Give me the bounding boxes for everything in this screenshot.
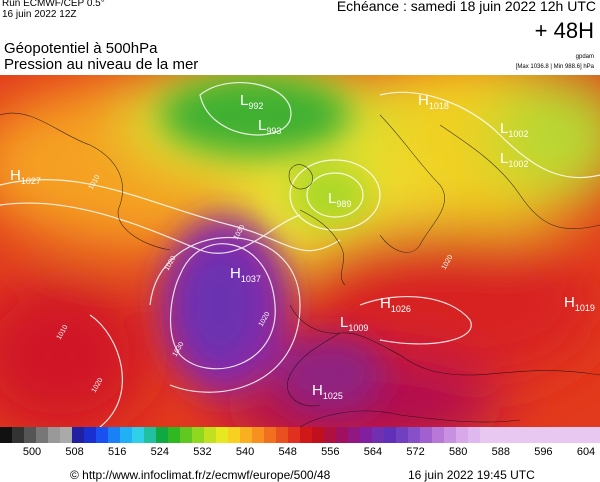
center-type: H: [230, 265, 241, 282]
colorbar-tick-label: 596: [534, 446, 553, 458]
pressure-center: L993: [258, 117, 281, 136]
colorbar: [0, 427, 600, 443]
pressure-centers: L992L993H1027L989H1037H1026L1009H1025H10…: [10, 92, 595, 401]
center-value: 1025: [323, 391, 343, 401]
pressure-center: L1009: [340, 314, 368, 333]
center-type: L: [500, 150, 508, 167]
run-label: Run ECMWF/CEP 0.5°: [2, 0, 105, 9]
colorbar-tick-label: 540: [235, 446, 255, 458]
colorbar-tick-label: 516: [108, 446, 127, 458]
title-2: Pression au niveau de la mer: [4, 56, 199, 73]
pressure-center: L1002: [500, 120, 528, 139]
pressure-center: L992: [240, 92, 263, 111]
colorbar-tick-label: 564: [363, 446, 383, 458]
center-type: H: [380, 295, 391, 312]
center-value: 1037: [241, 274, 261, 284]
pressure-center: H1026: [380, 295, 411, 314]
center-type: L: [240, 92, 248, 109]
pressure-center: L989: [328, 190, 351, 209]
center-value: 1002: [508, 159, 528, 169]
center-type: L: [340, 314, 348, 331]
center-value: 992: [248, 101, 263, 111]
coastlines: [0, 112, 600, 427]
center-value: 1027: [21, 176, 41, 186]
colorbar-tick-label: 548: [278, 446, 297, 458]
field-core: [160, 75, 385, 415]
center-value: 1019: [575, 303, 595, 313]
center-value: 993: [266, 126, 281, 136]
lead-time: + 48H: [534, 18, 594, 43]
center-value: 1026: [391, 304, 411, 314]
title-1: Géopotentiel à 500hPa: [4, 40, 158, 57]
run-date: 16 juin 2022 12Z: [2, 9, 77, 20]
center-type: L: [500, 120, 508, 137]
center-type: H: [564, 294, 575, 311]
colorbar-tick-label: 572: [406, 446, 425, 458]
colorbar-tick-label: 588: [491, 446, 510, 458]
center-value: 1002: [508, 129, 528, 139]
colorbar-tick-label: 604: [576, 446, 596, 458]
echeance: Echéance : samedi 18 juin 2022 12h UTC: [336, 0, 596, 14]
footer-url[interactable]: © http://www.infoclimat.fr/z/ecmwf/europ…: [70, 468, 331, 482]
center-type: H: [312, 382, 323, 399]
unit: gpdam: [575, 54, 594, 60]
footer-date: 16 juin 2022 19:45 UTC: [408, 468, 535, 482]
colorbar-tick-label: 580: [448, 446, 468, 458]
center-value: 1018: [429, 101, 449, 111]
pressure-center: H1018: [418, 92, 449, 111]
center-type: L: [328, 190, 336, 207]
pressure-center: H1027: [10, 167, 41, 186]
colorbar-tick-label: 500: [22, 446, 42, 458]
isobars: [0, 82, 600, 427]
colorbar-tick-label: 524: [150, 446, 170, 458]
colorbar-tick-label: 556: [321, 446, 340, 458]
pressure-center: H1037: [230, 265, 261, 284]
center-value: 989: [336, 199, 351, 209]
range: [Max 1036.8 | Min 988.6] hPa: [515, 64, 594, 70]
colorbar-tick-label: 508: [65, 446, 84, 458]
colorbar-tick-label: 532: [193, 446, 212, 458]
center-type: L: [258, 117, 266, 134]
center-value: 1009: [348, 323, 368, 333]
map: L992L993H1027L989H1037H1026L1009H1025H10…: [0, 75, 600, 427]
pressure-center: L1002: [500, 150, 528, 169]
center-type: H: [10, 167, 21, 184]
center-type: H: [418, 92, 429, 109]
pressure-center: H1025: [312, 382, 343, 401]
pressure-center: H1019: [564, 294, 595, 313]
